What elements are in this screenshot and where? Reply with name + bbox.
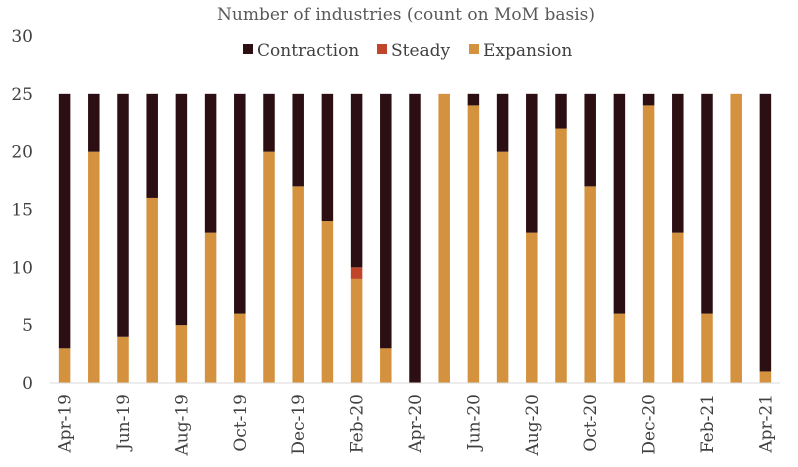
bar-expansion-dec-19	[292, 186, 304, 383]
y-axis: 0 5 10 15 20 25 30	[11, 27, 33, 394]
bar-contraction-nov-19	[263, 93, 275, 152]
x-tick-label: Aug-20	[523, 394, 543, 456]
bar-expansion-mar-21	[730, 93, 742, 383]
y-tick-label: 30	[11, 27, 33, 47]
x-tick-label: Oct-20	[581, 394, 601, 452]
bars	[58, 93, 772, 384]
bar-expansion-sep-20	[555, 128, 567, 383]
bar-contraction-dec-19	[292, 93, 304, 187]
bar-expansion-aug-20	[526, 232, 538, 383]
bar-expansion-jan-20	[321, 221, 334, 383]
x-tick-label: Apr-21	[756, 394, 776, 454]
bar-expansion-apr-21	[759, 371, 772, 383]
bar-expansion-may-19	[88, 151, 100, 383]
bar-contraction-may-19	[88, 93, 100, 152]
x-tick-label: Apr-20	[406, 394, 426, 454]
bar-contraction-aug-19	[175, 93, 188, 326]
legend-label-contraction: Contraction	[257, 41, 359, 61]
y-tick-label: 20	[11, 143, 33, 163]
y-tick-label: 10	[11, 258, 33, 278]
legend: Contraction Steady Expansion	[243, 41, 572, 61]
bar-expansion-aug-19	[175, 325, 188, 383]
bar-contraction-mar-20	[380, 93, 392, 349]
bar-expansion-mar-20	[380, 348, 392, 383]
legend-label-steady: Steady	[391, 41, 451, 61]
bar-contraction-oct-20	[584, 93, 596, 187]
x-tick-label: Oct-19	[231, 394, 251, 452]
bar-expansion-jul-20	[496, 151, 509, 383]
bar-expansion-may-20	[438, 93, 450, 383]
x-tick-label: Dec-19	[289, 394, 309, 455]
x-tick-label: Jun-20	[464, 394, 484, 452]
x-tick-label: Dec-20	[640, 394, 660, 455]
x-tick-label: Apr-19	[56, 394, 76, 454]
x-tick-label: Feb-21	[698, 394, 718, 453]
bar-contraction-sep-19	[204, 93, 217, 233]
bar-contraction-jan-20	[321, 93, 334, 222]
x-tick-label: Jun-19	[114, 394, 134, 452]
bar-contraction-jan-21	[672, 93, 684, 233]
bar-contraction-jul-20	[496, 93, 509, 152]
bar-contraction-oct-19	[234, 93, 246, 314]
bar-expansion-jan-21	[672, 232, 684, 383]
legend-swatch-expansion	[469, 44, 479, 54]
bar-contraction-apr-19	[58, 93, 71, 349]
legend-swatch-steady	[377, 44, 387, 54]
bar-expansion-jun-20	[467, 105, 480, 384]
y-tick-label: 0	[22, 374, 33, 394]
bar-contraction-aug-20	[526, 93, 538, 233]
bar-expansion-oct-19	[234, 313, 246, 383]
y-tick-label: 25	[11, 85, 33, 105]
bar-expansion-sep-19	[204, 232, 217, 383]
bar-expansion-apr-19	[58, 348, 71, 383]
x-tick-label: Aug-19	[172, 394, 192, 456]
bar-expansion-nov-20	[613, 313, 626, 383]
bar-contraction-nov-20	[613, 93, 626, 314]
bar-expansion-oct-20	[584, 186, 596, 383]
bar-contraction-feb-21	[701, 93, 713, 314]
bar-expansion-jul-19	[146, 197, 158, 383]
bar-steady-feb-20	[350, 267, 363, 279]
bar-expansion-dec-20	[642, 105, 655, 384]
bar-expansion-jun-19	[117, 336, 129, 383]
bar-contraction-jul-19	[146, 93, 158, 198]
chart-title: Number of industries (count on MoM basis…	[217, 5, 595, 25]
bar-contraction-dec-20	[642, 93, 655, 106]
bar-expansion-feb-20	[350, 278, 363, 383]
y-tick-label: 5	[22, 316, 33, 336]
x-tick-label: Feb-20	[348, 394, 368, 453]
x-axis: Apr-19 Jun-19 Aug-19 Oct-19 Dec-19 Feb-20 Apr-…	[56, 394, 777, 456]
bar-contraction-jun-20	[467, 93, 480, 106]
bar-contraction-jun-19	[117, 93, 129, 337]
bar-contraction-apr-20	[409, 93, 421, 383]
legend-swatch-contraction	[243, 44, 253, 54]
bar-contraction-sep-20	[555, 93, 567, 129]
bar-expansion-feb-21	[701, 313, 713, 383]
bar-contraction-feb-20	[350, 93, 363, 268]
bar-expansion-nov-19	[263, 151, 275, 383]
legend-label-expansion: Expansion	[483, 41, 572, 61]
y-tick-label: 15	[11, 201, 33, 221]
bar-contraction-apr-21	[759, 93, 772, 372]
